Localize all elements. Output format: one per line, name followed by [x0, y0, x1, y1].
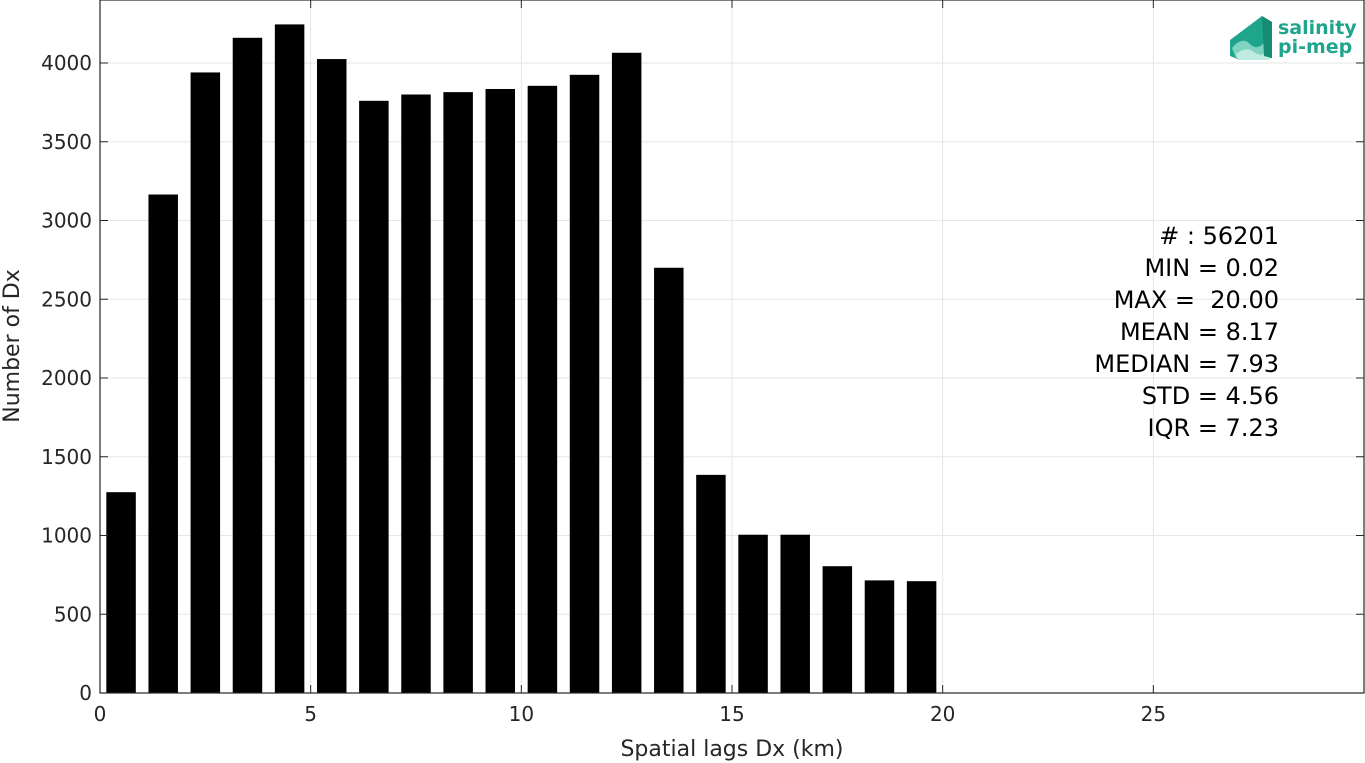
- y-tick-label-4000: 4000: [41, 51, 92, 75]
- salinity-pi-mep-logo: salinity pi-mep: [1230, 16, 1357, 60]
- y-tick-label-1000: 1000: [41, 524, 92, 548]
- bar-5: [274, 24, 305, 694]
- bar-2: [148, 194, 178, 693]
- logo-text-salinity: salinity: [1278, 17, 1357, 39]
- bar-7: [359, 100, 389, 694]
- y-axis-label: Number of Dx: [0, 269, 25, 423]
- bar-9: [443, 92, 473, 693]
- bar-15: [696, 474, 726, 693]
- bar-11: [527, 85, 558, 693]
- stat-line-2: MIN = 0.02: [1144, 254, 1279, 282]
- y-tick-label-500: 500: [54, 602, 92, 626]
- y-tick-label-2500: 2500: [41, 287, 92, 311]
- x-tick-label-25: 25: [1141, 702, 1166, 726]
- bar-6: [316, 59, 347, 693]
- y-tick-label-2000: 2000: [41, 366, 92, 390]
- bar-19: [864, 580, 895, 693]
- x-tick-label-15: 15: [719, 702, 744, 726]
- y-axis-ticks: 0 500 1000 1500 2000 2500 3000 3500 4000: [41, 51, 1364, 705]
- grid-lines: [100, 0, 1364, 693]
- stat-line-7: IQR = 7.23: [1148, 414, 1279, 442]
- stat-line-5: MEDIAN = 7.93: [1094, 350, 1279, 378]
- waves-icon: [1230, 16, 1272, 60]
- x-tick-label-20: 20: [930, 702, 955, 726]
- x-axis-label: Spatial lags Dx (km): [620, 737, 843, 762]
- y-tick-label-0: 0: [79, 681, 92, 705]
- bar-12: [569, 74, 600, 693]
- bar-4: [232, 37, 263, 694]
- bar-10: [485, 88, 516, 694]
- bar-16: [738, 534, 768, 693]
- bar-8: [401, 94, 431, 693]
- bar-13: [611, 52, 642, 693]
- stat-line-1: # : 56201: [1159, 222, 1279, 250]
- stat-line-6: STD = 4.56: [1142, 382, 1279, 410]
- bars: [106, 24, 937, 694]
- bar-14: [654, 267, 684, 693]
- bar-18: [822, 566, 853, 693]
- logo-text-pi-mep: pi-mep: [1278, 36, 1352, 58]
- statistics-annotation: # : 56201 MIN = 0.02 MAX = 20.00 MEAN = 8.1…: [1094, 222, 1279, 442]
- bar-1: [106, 492, 136, 693]
- bar-3: [190, 72, 221, 693]
- bar-17: [780, 534, 810, 693]
- x-tick-label-0: 0: [94, 702, 107, 726]
- bar-20: [906, 581, 937, 693]
- y-tick-label-3500: 3500: [41, 130, 92, 154]
- stat-line-4: MEAN = 8.17: [1120, 318, 1279, 346]
- x-tick-label-5: 5: [304, 702, 317, 726]
- x-tick-label-10: 10: [509, 702, 534, 726]
- stat-line-3: MAX = 20.00: [1114, 286, 1279, 314]
- y-tick-label-3000: 3000: [41, 209, 92, 233]
- y-tick-label-1500: 1500: [41, 445, 92, 469]
- x-axis-ticks: 0 5 10 15 20 25: [94, 0, 1166, 726]
